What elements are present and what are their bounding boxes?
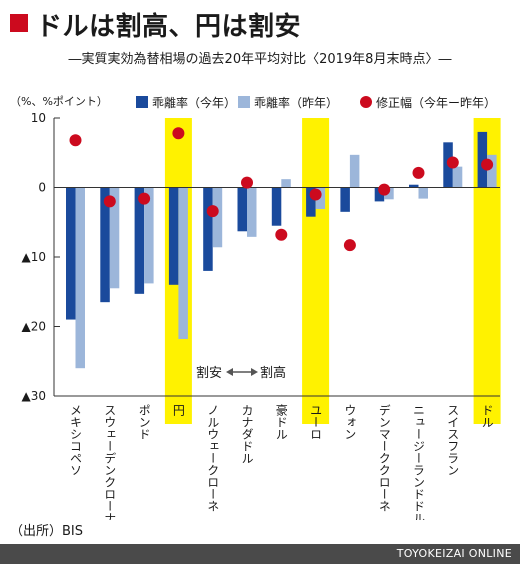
category-label-2: ポンド — [137, 404, 151, 440]
chart-subtitle: ―実質実効為替相場の過去20年平均対比〈2019年8月末時点〉― — [68, 52, 452, 67]
bar-s0-4 — [203, 187, 213, 271]
dot-s2-8 — [343, 239, 356, 252]
bar-s1-5 — [247, 187, 257, 237]
source-note: （出所）BIS — [10, 524, 84, 539]
dot-s2-9 — [378, 183, 391, 196]
footer-bar: TOYOKEIZAI ONLINE — [0, 544, 520, 564]
bar-s0-2 — [134, 187, 145, 294]
category-label-8: ウォン — [343, 404, 357, 440]
dot-s2-2 — [138, 192, 151, 205]
highlight-band-7 — [302, 118, 330, 424]
annotation-arrow-right — [251, 368, 258, 376]
legend-swatch-0 — [136, 96, 148, 108]
bar-s1-9 — [384, 187, 394, 200]
bar-s0-10 — [409, 184, 419, 188]
dot-s2-7 — [309, 188, 322, 201]
category-label-12: ドル — [480, 404, 494, 428]
y-tick-label-2: ▲10 — [22, 250, 47, 264]
category-label-4: ノルウェークローネ — [206, 404, 220, 512]
bar-s1-10 — [418, 187, 428, 199]
chart-area: （%、%ポイント） 乖離率（今年） 乖離率（昨年） 修正幅（今年ー昨年） 10 0 ▲10 ▲… — [10, 95, 501, 520]
footer-credit: TOYOKEIZAI ONLINE — [396, 547, 512, 560]
bar-s1-1 — [109, 187, 120, 289]
bar-s0-1 — [100, 187, 110, 303]
y-tick-label-3: ▲20 — [22, 320, 47, 334]
category-label-3: 円 — [171, 404, 185, 416]
category-label-11: スイスフラン — [446, 404, 460, 476]
bar-s0-12 — [477, 131, 488, 188]
bar-s0-9 — [374, 187, 385, 202]
dot-s2-1 — [103, 195, 116, 208]
dot-s2-12 — [481, 158, 494, 171]
bar-s0-7 — [306, 187, 316, 217]
legend-swatch-2 — [360, 96, 372, 108]
y-tick-label-1: 0 — [38, 181, 46, 195]
annotation-arrow-left — [226, 368, 233, 376]
dot-s2-3 — [172, 127, 185, 140]
bar-s0-5 — [237, 187, 247, 232]
category-label-10: ニュージーランドドル — [412, 404, 426, 520]
bar-s1-4 — [212, 187, 223, 248]
bar-s0-8 — [340, 187, 350, 212]
dot-s2-5 — [241, 176, 253, 189]
bar-s1-3 — [178, 187, 188, 340]
bar-s0-6 — [271, 187, 282, 226]
bar-s1-12 — [487, 154, 497, 188]
category-label-7: ユーロ — [309, 404, 323, 440]
annotation-right: 割高 — [260, 365, 286, 381]
bar-s1-2 — [144, 187, 154, 284]
y-tick-label-0: 10 — [31, 111, 46, 125]
bar-s1-6 — [281, 179, 291, 188]
bar-s0-3 — [168, 187, 179, 285]
category-label-5: カナダドル — [240, 404, 254, 464]
legend-label-0: 乖離率（今年） — [152, 95, 236, 110]
chart-title: ドルは割高、円は割安 — [36, 12, 302, 42]
bar-s1-7 — [315, 187, 326, 210]
category-label-1: スウェーデンクローナ — [103, 404, 117, 520]
title-marker — [10, 14, 28, 32]
y-tick-label-4: ▲30 — [22, 389, 47, 403]
category-label-0: メキシコペソ — [69, 404, 83, 476]
annotation-left: 割安 — [196, 365, 222, 381]
bar-s1-11 — [452, 166, 463, 188]
bar-s1-8 — [349, 154, 360, 188]
bar-s1-0 — [75, 187, 85, 369]
legend-label-2: 修正幅（今年ー昨年） — [376, 95, 496, 110]
legend-swatch-1 — [238, 96, 250, 108]
category-label-6: 豪ドル — [274, 403, 288, 440]
legend-label-1: 乖離率（昨年） — [254, 95, 338, 110]
category-label-9: デンマーククローネ — [377, 404, 391, 512]
dot-s2-0 — [69, 134, 82, 147]
dot-s2-6 — [275, 228, 288, 241]
unit-label: （%、%ポイント） — [10, 95, 108, 108]
dot-s2-10 — [412, 166, 425, 179]
dot-s2-11 — [446, 156, 459, 169]
dot-s2-4 — [206, 205, 219, 218]
bar-s0-0 — [66, 187, 76, 320]
